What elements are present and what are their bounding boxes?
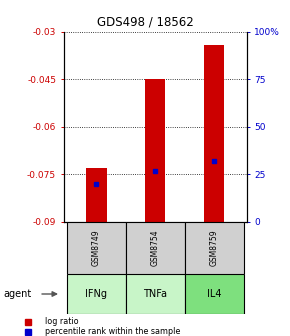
- Text: IL4: IL4: [207, 289, 221, 299]
- Bar: [67, 222, 126, 274]
- Text: GSM8754: GSM8754: [151, 229, 160, 266]
- Text: GSM8759: GSM8759: [210, 229, 219, 266]
- Bar: [145, 79, 166, 222]
- Bar: [86, 168, 106, 222]
- Text: GSM8749: GSM8749: [92, 229, 101, 266]
- Text: GDS498 / 18562: GDS498 / 18562: [97, 15, 193, 28]
- Text: TNFa: TNFa: [143, 289, 167, 299]
- Bar: [185, 222, 244, 274]
- Bar: [204, 45, 224, 222]
- Bar: [126, 274, 185, 314]
- Text: agent: agent: [3, 289, 31, 299]
- Text: log ratio: log ratio: [45, 317, 78, 326]
- Text: IFNg: IFNg: [85, 289, 107, 299]
- Bar: [126, 222, 185, 274]
- Text: percentile rank within the sample: percentile rank within the sample: [45, 327, 180, 336]
- Bar: [185, 274, 244, 314]
- Bar: [67, 274, 126, 314]
